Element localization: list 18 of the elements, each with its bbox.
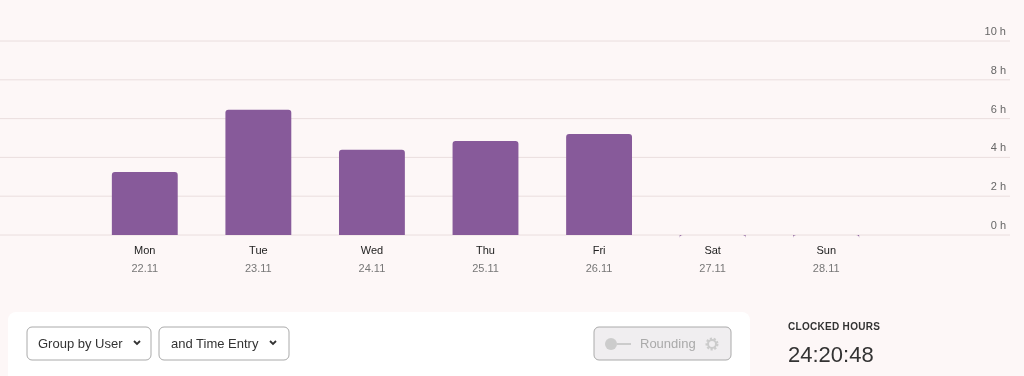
y-tick-label: 0 h: [990, 219, 1006, 231]
y-tick-label: 10 h: [984, 25, 1006, 37]
y-tick-label: 8 h: [990, 63, 1006, 76]
text: CLOCKED HOURS: [788, 321, 881, 332]
x-tick-label: Wed 24.11: [358, 244, 386, 274]
x-tick-label: Tue 23.11: [245, 244, 272, 274]
text: Group by User: [38, 336, 124, 351]
x-tick-label: Fri 26.11: [585, 244, 613, 274]
x-tick-label: Sat 27.11: [699, 244, 726, 274]
text: and Time Entry: [171, 336, 259, 351]
x-tick-label: Sun 28.11: [812, 244, 840, 274]
y-tick-label: 4 h: [990, 141, 1006, 154]
y-tick-label: 6 h: [990, 102, 1006, 115]
x-tick-label: Thu 25.11: [472, 244, 499, 274]
y-tick-label: 2 h: [990, 180, 1006, 193]
text: 24:20:48: [788, 342, 874, 367]
x-tick-label: Mon 22.11: [131, 244, 159, 274]
text: Rounding: [640, 336, 696, 351]
